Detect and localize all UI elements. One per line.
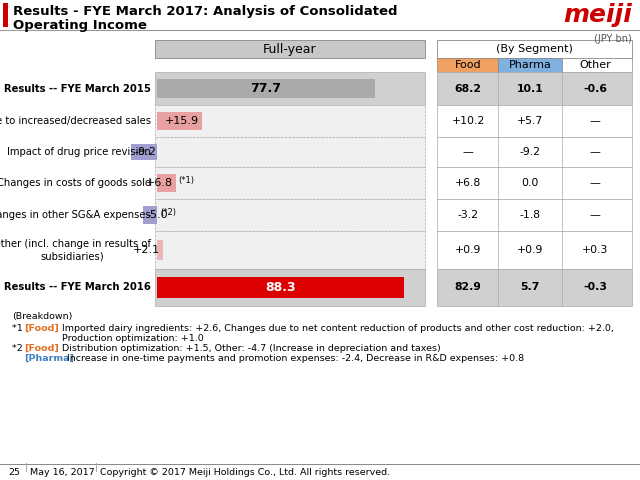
Text: (*1): (*1) (178, 176, 194, 184)
Text: -1.8: -1.8 (520, 210, 541, 220)
Text: Full-year: Full-year (263, 43, 317, 56)
Text: [Food]: [Food] (24, 344, 59, 353)
Text: Operating Income: Operating Income (13, 19, 147, 32)
Text: +0.3: +0.3 (582, 245, 608, 255)
Bar (155, 137, 425, 167)
Text: Production optimization: +1.0: Production optimization: +1.0 (62, 334, 204, 343)
Text: 82.9: 82.9 (454, 283, 481, 292)
Bar (155, 72, 425, 105)
Bar (437, 58, 498, 72)
Text: Other (incl. change in results of
subsidiaries): Other (incl. change in results of subsid… (0, 239, 151, 261)
Text: Pharma: Pharma (509, 60, 552, 70)
Bar (155, 269, 425, 306)
Bar (3, 3, 8, 27)
Bar (437, 167, 632, 199)
Text: +6.8: +6.8 (455, 178, 481, 188)
Text: 25: 25 (8, 468, 20, 477)
Bar (437, 269, 632, 306)
Text: 68.2: 68.2 (454, 84, 481, 94)
Bar (155, 231, 425, 269)
Bar (437, 137, 632, 167)
Text: —: — (463, 147, 474, 157)
Text: -5.0: -5.0 (146, 210, 168, 220)
Text: Results - FYE March 2017: Analysis of Consolidated: Results - FYE March 2017: Analysis of Co… (13, 5, 397, 18)
Text: Imported dairy ingredients: +2.6, Changes due to net content reduction of produc: Imported dairy ingredients: +2.6, Change… (62, 324, 614, 333)
Text: Due to increased/decreased sales: Due to increased/decreased sales (0, 116, 151, 126)
Text: *2: *2 (12, 344, 26, 353)
Text: 88.3: 88.3 (266, 281, 296, 294)
Text: -9.2: -9.2 (134, 147, 156, 157)
Text: (*2): (*2) (160, 207, 176, 216)
Bar (157, 79, 374, 97)
Text: -3.2: -3.2 (458, 210, 479, 220)
Text: +6.8: +6.8 (146, 178, 173, 188)
Bar (437, 72, 632, 105)
Text: 77.7: 77.7 (250, 82, 282, 95)
Bar (155, 40, 425, 58)
Bar (157, 240, 163, 261)
Text: —: — (589, 178, 600, 188)
Bar (562, 58, 632, 72)
Text: Changes in costs of goods sold: Changes in costs of goods sold (0, 178, 151, 188)
Text: Food: Food (454, 60, 481, 70)
Bar (155, 199, 425, 231)
Bar (437, 199, 632, 231)
Text: 10.1: 10.1 (516, 84, 543, 94)
Bar (155, 105, 425, 137)
Text: —: — (589, 147, 600, 157)
Text: Increase in one-time payments and promotion expenses: -2.4, Decrease in R&D expe: Increase in one-time payments and promot… (67, 354, 524, 363)
Text: Copyright © 2017 Meiji Holdings Co., Ltd. All rights reserved.: Copyright © 2017 Meiji Holdings Co., Ltd… (100, 468, 390, 477)
Text: Changes in other SG&A expenses: Changes in other SG&A expenses (0, 210, 151, 220)
Text: 5.7: 5.7 (520, 283, 540, 292)
Text: May 16, 2017: May 16, 2017 (30, 468, 95, 477)
Bar (155, 167, 425, 199)
Bar (498, 58, 562, 72)
Text: Distribution optimization: +1.5, Other: -4.7 (Increase in depreciation and taxes: Distribution optimization: +1.5, Other: … (62, 344, 441, 353)
Text: (JPY bn): (JPY bn) (595, 34, 632, 44)
Text: *1: *1 (12, 324, 26, 333)
Text: Results -- FYE March 2016: Results -- FYE March 2016 (4, 283, 151, 292)
Text: -9.2: -9.2 (520, 147, 541, 157)
Text: Other: Other (579, 60, 611, 70)
Text: Results -- FYE March 2015: Results -- FYE March 2015 (4, 84, 151, 94)
Bar (437, 105, 632, 137)
Text: +10.2: +10.2 (451, 116, 484, 126)
Text: +2.1: +2.1 (132, 245, 160, 255)
Text: -0.6: -0.6 (583, 84, 607, 94)
Text: —: — (589, 210, 600, 220)
Text: [Pharma]: [Pharma] (24, 354, 74, 363)
Bar (143, 206, 157, 224)
Text: +15.9: +15.9 (164, 116, 198, 126)
Text: 0.0: 0.0 (522, 178, 539, 188)
Bar (157, 174, 176, 192)
Text: [Food]: [Food] (24, 324, 59, 333)
Bar (157, 112, 202, 130)
Bar (131, 144, 157, 160)
Bar (437, 40, 632, 58)
Text: +0.9: +0.9 (455, 245, 481, 255)
Text: (By Segment): (By Segment) (496, 44, 573, 54)
Bar (157, 277, 404, 298)
Text: -0.3: -0.3 (583, 283, 607, 292)
Text: —: — (589, 116, 600, 126)
Text: +5.7: +5.7 (517, 116, 543, 126)
Text: (Breakdown): (Breakdown) (12, 312, 72, 321)
Text: +0.9: +0.9 (517, 245, 543, 255)
Text: Impact of drug price revision: Impact of drug price revision (7, 147, 151, 157)
Bar (437, 231, 632, 269)
Text: meiji: meiji (563, 3, 632, 27)
